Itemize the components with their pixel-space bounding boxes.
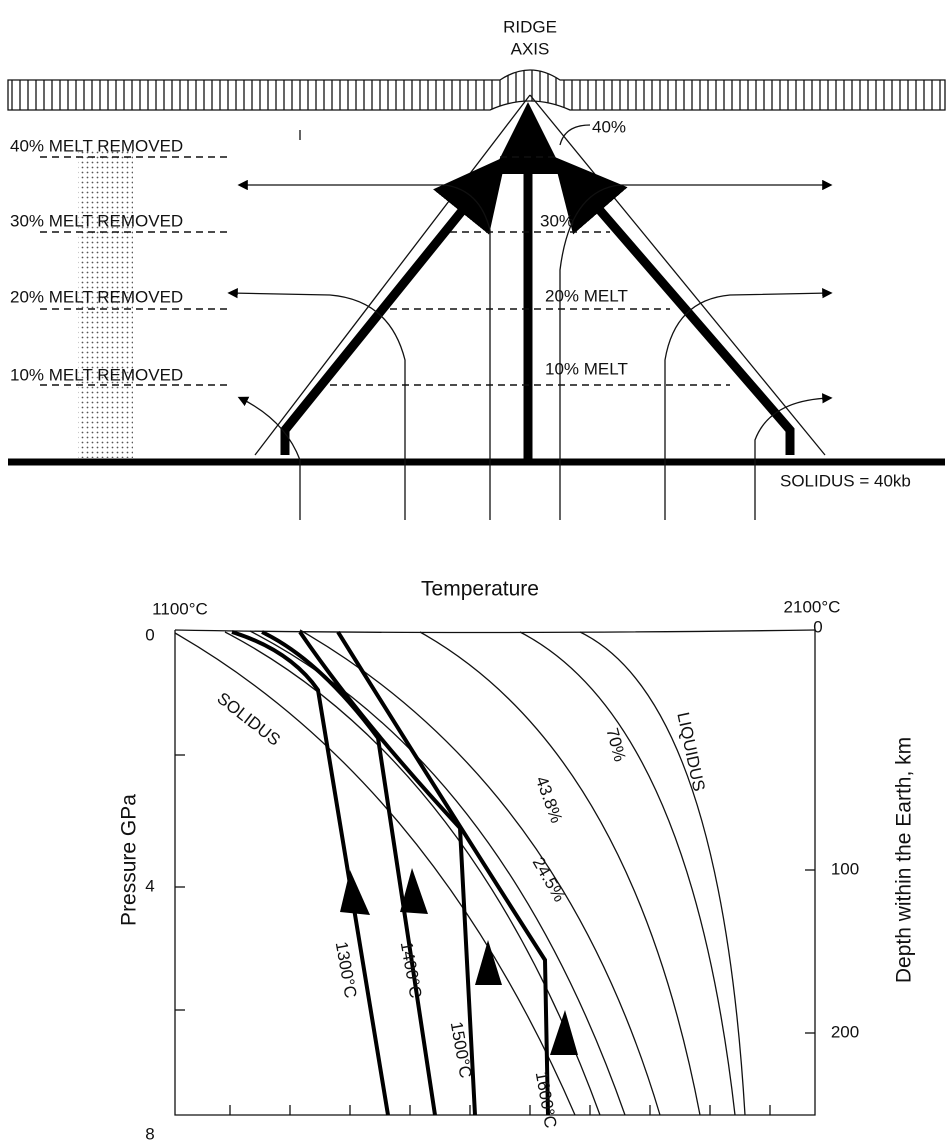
axes xyxy=(174,630,816,1116)
depth-tick: 100 xyxy=(831,859,859,878)
depth-tick: 200 xyxy=(831,1022,859,1041)
adiabats xyxy=(231,630,550,1116)
y2-axis-label: Depth within the Earth, km xyxy=(893,737,916,983)
adiabat-label: 1400°C xyxy=(397,940,426,999)
pt-diagram: Temperature 1100°C 2100°C 0 4 8 0 100 20… xyxy=(118,578,916,1144)
pressure-tick: 0 xyxy=(145,625,154,644)
curve-label: LIQUIDUS xyxy=(673,711,708,793)
melt-curves xyxy=(174,629,816,1116)
pressure-tick: 4 xyxy=(145,876,154,895)
adiabat-label: 1300°C xyxy=(332,940,361,999)
removed-label: 40% MELT REMOVED xyxy=(10,136,183,155)
removed-label: 20% MELT REMOVED xyxy=(10,287,183,306)
depth-tick: 0 xyxy=(813,617,822,636)
temp-label: 2100°C xyxy=(784,597,841,616)
melt-column xyxy=(78,150,133,458)
ticks xyxy=(175,754,815,1115)
curve-label: 43.8% xyxy=(532,774,566,826)
adiabat-label: 1600°C xyxy=(532,1070,561,1129)
removed-label: 30% MELT REMOVED xyxy=(10,211,183,230)
curve-label: SOLIDUS xyxy=(213,689,284,750)
lithosphere xyxy=(7,69,946,111)
curve-label: 70% xyxy=(602,726,629,764)
ridge-label: AXIS xyxy=(511,39,550,58)
curve-label: 24.5% xyxy=(529,854,570,905)
ridge-label: RIDGE xyxy=(503,17,557,36)
flow-arrow xyxy=(280,155,507,455)
melt-label: 40% xyxy=(592,117,626,136)
adiabat-arrows xyxy=(340,868,578,1055)
removed-label: 10% MELT REMOVED xyxy=(10,365,183,384)
triangle-edge xyxy=(529,94,826,456)
ridge-diagram: RIDGE AXIS 40% MELT REMOVED 30% MELT REM… xyxy=(7,17,946,520)
y-axis-label: Pressure GPa xyxy=(118,794,141,926)
melt-label: 30% xyxy=(540,211,574,230)
melt-label: 10% MELT xyxy=(545,359,628,378)
temp-label: 1100°C xyxy=(152,599,208,618)
flow-arrow xyxy=(553,156,795,455)
title: Temperature xyxy=(421,578,539,601)
triangle-edge xyxy=(254,94,531,456)
pressure-tick: 8 xyxy=(145,1124,154,1143)
dashed-levels xyxy=(40,156,730,386)
melt-label: 20% MELT xyxy=(545,286,628,305)
streamlines xyxy=(227,124,833,520)
solidus-label: SOLIDUS = 40kb xyxy=(780,471,911,490)
